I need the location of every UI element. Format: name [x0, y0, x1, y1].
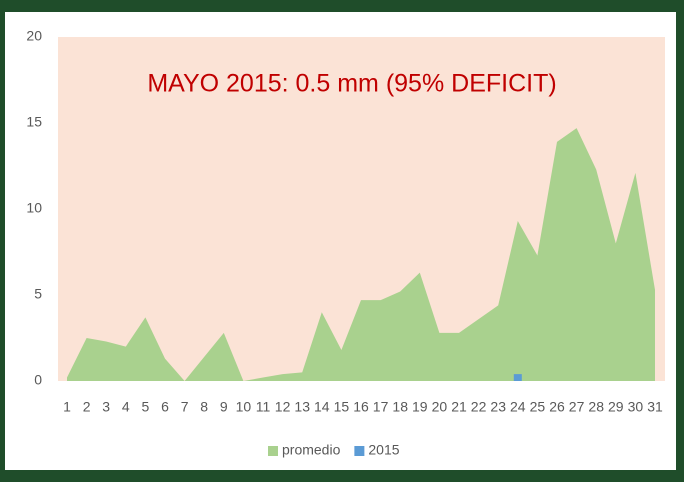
y-tick-label: 5: [34, 286, 42, 302]
y-tick-label: 15: [26, 114, 42, 130]
x-tick-label: 20: [432, 399, 448, 415]
x-tick-label: 11: [256, 399, 271, 415]
legend-label: promedio: [282, 442, 341, 458]
x-tick-label: 18: [392, 399, 408, 415]
x-tick-label: 22: [471, 399, 487, 415]
y-tick-label: 0: [34, 372, 42, 388]
area: [67, 128, 655, 381]
x-tick-label: 26: [549, 399, 565, 415]
x-tick-label: 8: [200, 399, 208, 415]
x-tick-label: 1: [63, 399, 71, 415]
x-tick-label: 19: [412, 399, 428, 415]
x-tick-label: 24: [510, 399, 526, 415]
x-tick-label: 15: [334, 399, 350, 415]
x-tick-label: 21: [451, 399, 467, 415]
x-tick-label: 27: [569, 399, 585, 415]
x-tick-label: 31: [647, 399, 663, 415]
x-tick-label: 2: [83, 399, 91, 415]
x-tick-label: 25: [530, 399, 546, 415]
y-tick-label: 10: [26, 200, 42, 216]
x-tick-label: 13: [294, 399, 310, 415]
x-tick-label: 29: [608, 399, 624, 415]
x-tick-label: 17: [373, 399, 389, 415]
x-tick-label: 3: [102, 399, 110, 415]
x-tick-label: 16: [353, 399, 369, 415]
legend-swatch: [268, 446, 278, 456]
x-tick-label: 28: [588, 399, 604, 415]
x-tick-label: 23: [490, 399, 506, 415]
x-tick-label: 9: [220, 399, 228, 415]
x-tick-label: 7: [181, 399, 189, 415]
x-tick-label: 10: [236, 399, 252, 415]
bar: [513, 374, 522, 381]
x-tick-label: 12: [275, 399, 291, 415]
x-tick-label: 30: [628, 399, 644, 415]
x-tick-label: 6: [161, 399, 169, 415]
x-tick-label: 14: [314, 399, 330, 415]
legend-swatch: [354, 446, 365, 456]
x-tick-label: 5: [142, 399, 150, 415]
chart-title: MAYO 2015: 0.5 mm (95% DEFICIT): [147, 70, 556, 98]
x-tick-label: 4: [122, 399, 130, 415]
y-tick-label: 20: [26, 28, 42, 44]
legend-label: 2015: [368, 442, 399, 458]
